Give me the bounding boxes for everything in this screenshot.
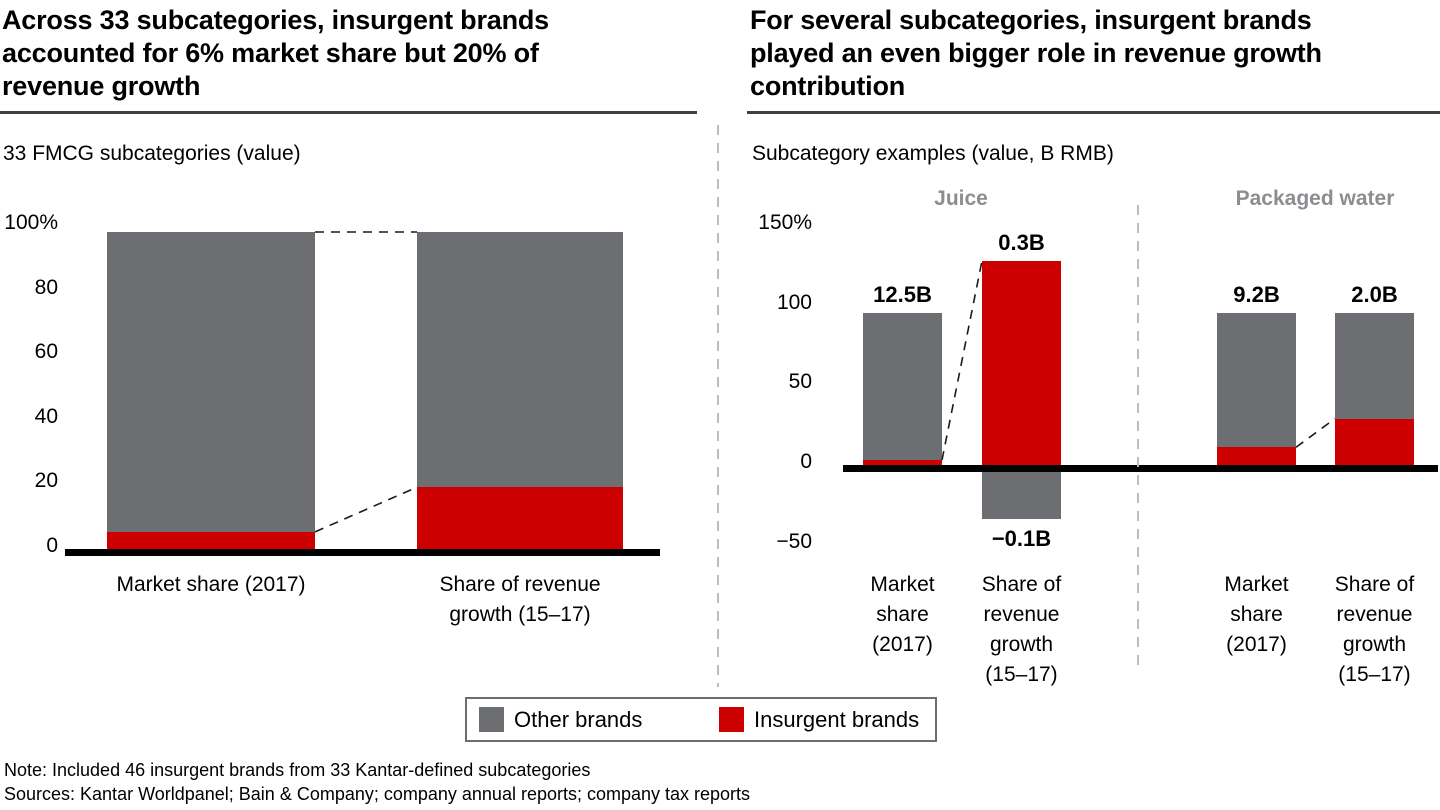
x-axis-baseline bbox=[843, 465, 1438, 472]
bar-other-segment bbox=[982, 472, 1061, 519]
insurgent-brands-swatch bbox=[719, 707, 744, 732]
bar-other-segment bbox=[863, 313, 942, 461]
y-tick-label: 100 bbox=[776, 290, 812, 314]
right-chart-title: For several subcategories, insurgent bra… bbox=[750, 5, 1322, 101]
value-label: 12.5B bbox=[873, 282, 932, 308]
legend-label-other: Other brands bbox=[514, 706, 643, 732]
category-label: Market share (2017) bbox=[116, 573, 306, 596]
category-label: Share of revenue growth (15–17) bbox=[1334, 573, 1415, 686]
legend-item-other: Other brands bbox=[479, 699, 642, 740]
y-tick-label: 60 bbox=[34, 340, 58, 364]
left-title-rule bbox=[0, 111, 697, 114]
y-tick-label: −50 bbox=[776, 529, 812, 553]
category-label: Market share (2017) bbox=[870, 573, 935, 656]
group-header-juice: Juice bbox=[934, 187, 988, 210]
bar-insurgent-segment bbox=[417, 487, 623, 551]
legend-label-insurgent: Insurgent brands bbox=[754, 706, 920, 732]
y-tick-label: 0 bbox=[46, 534, 58, 557]
negative-value-label: −0.1B bbox=[991, 525, 1052, 551]
left-chart-subtitle: 33 FMCG subcategories (value) bbox=[3, 142, 301, 165]
note-text: Note: Included 46 insurgent brands from … bbox=[4, 760, 591, 780]
category-label: Market share (2017) bbox=[1224, 573, 1289, 656]
value-label: 9.2B bbox=[1233, 282, 1280, 308]
y-tick-label: 80 bbox=[34, 275, 58, 299]
bar-other-segment bbox=[417, 232, 623, 488]
right-chart-subtitle: Subcategory examples (value, B RMB) bbox=[752, 142, 1114, 165]
bar-insurgent-segment bbox=[107, 531, 315, 551]
bar-insurgent-segment bbox=[1335, 418, 1414, 468]
y-tick-label: 40 bbox=[34, 404, 58, 428]
group-header-packaged-water: Packaged water bbox=[1235, 187, 1395, 210]
y-tick-label: 20 bbox=[34, 469, 58, 493]
bar-other-segment bbox=[1217, 313, 1296, 448]
y-tick-label: 150% bbox=[758, 210, 812, 234]
category-label: Share of revenue growth (15–17) bbox=[439, 573, 601, 626]
bar-other-segment bbox=[107, 232, 315, 532]
sources-text: Sources: Kantar Worldpanel; Bain & Compa… bbox=[4, 784, 751, 804]
bar-insurgent-segment bbox=[982, 260, 1061, 468]
other-brands-swatch bbox=[479, 707, 504, 732]
connector-line bbox=[314, 486, 418, 533]
y-tick-label: 50 bbox=[788, 370, 812, 394]
bar-insurgent-segment bbox=[1217, 447, 1296, 468]
legend-item-insurgent: Insurgent brands bbox=[719, 699, 919, 740]
category-label: Share of revenue growth (15–17) bbox=[981, 573, 1062, 686]
left-chart-title: Across 33 subcategories, insurgent brand… bbox=[2, 5, 549, 101]
right-title-rule bbox=[747, 111, 1440, 114]
y-tick-label: 0 bbox=[800, 450, 812, 473]
x-axis-baseline bbox=[65, 549, 660, 556]
bar-other-segment bbox=[1335, 313, 1414, 419]
connector-line bbox=[1295, 417, 1336, 448]
y-tick-label: 100% bbox=[4, 211, 58, 234]
legend-box: Other brands Insurgent brands bbox=[465, 697, 937, 742]
value-label: 2.0B bbox=[1351, 282, 1398, 308]
bar-insurgent-segment bbox=[863, 460, 942, 468]
value-label: 0.3B bbox=[998, 229, 1045, 255]
